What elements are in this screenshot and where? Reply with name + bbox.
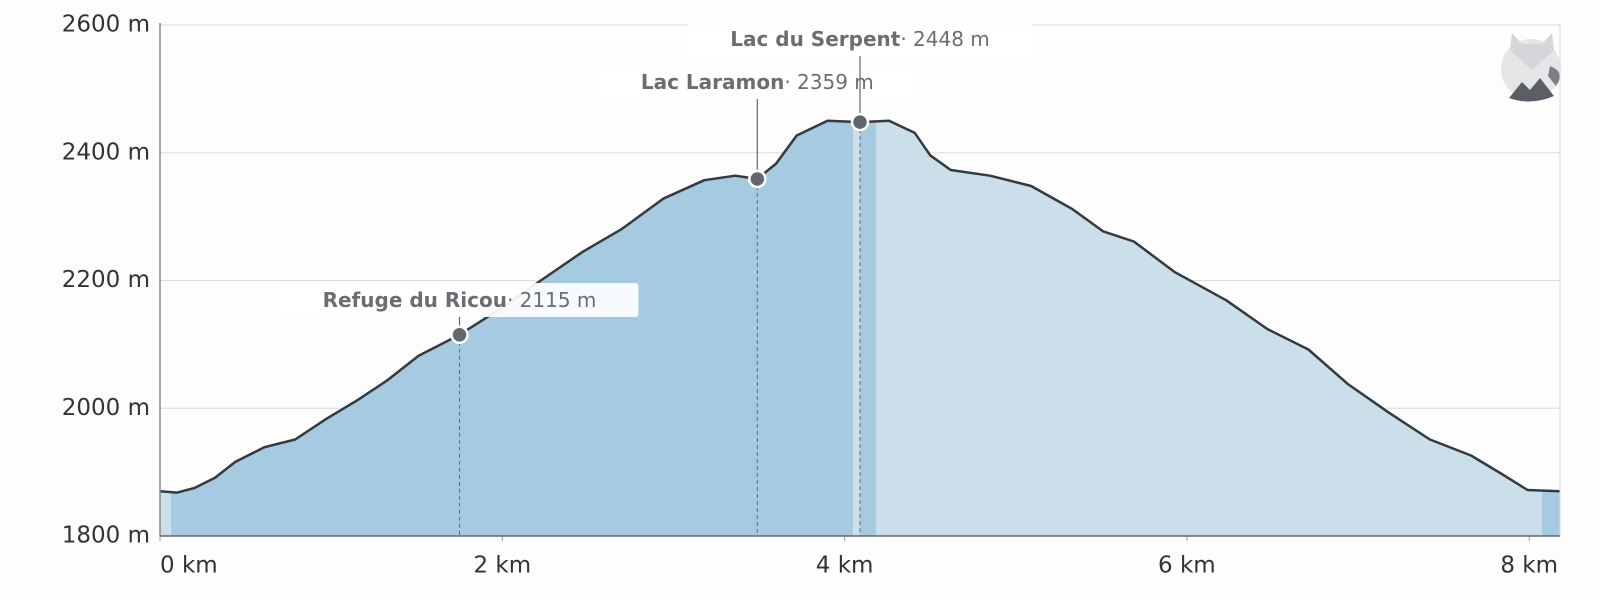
logo-fox: [1510, 33, 1554, 70]
highlight-band: [860, 120, 876, 536]
annotation-point: [850, 112, 870, 132]
y-tick-label: 2200 m: [62, 267, 150, 293]
elevation-line: [159, 119, 1561, 494]
logo-tail: [1548, 66, 1560, 86]
annotation-box: [688, 22, 1032, 56]
y-tick-label: 1800 m: [62, 523, 150, 549]
annotation-name: Lac Laramon: [641, 70, 784, 94]
annotation-box: [280, 283, 639, 317]
annotation-value: · 2359 m: [784, 70, 873, 94]
annotation-name: Refuge du Ricou: [323, 288, 507, 312]
x-tick-label: 0 km: [160, 553, 218, 579]
logo: [1501, 33, 1561, 102]
x-tick-label: 4 km: [816, 553, 874, 579]
x-tick-label: 6 km: [1158, 553, 1216, 579]
y-tick-label: 2000 m: [62, 395, 150, 421]
annotation-value: · 2115 m: [507, 288, 596, 312]
annotation-label: Lac Laramon· 2359 m: [641, 70, 874, 94]
annotation-point: [748, 169, 767, 189]
y-tick-label: 2600 m: [62, 12, 150, 38]
annotation-value: · 2448 m: [900, 27, 989, 51]
logo-mountain: [1509, 78, 1554, 102]
x-tick-label: 8 km: [1500, 553, 1558, 579]
annotation-name: Lac du Serpent: [730, 27, 901, 51]
annotation-label: Lac du Serpent· 2448 m: [730, 27, 990, 51]
annotation-box: [598, 65, 916, 99]
x-tick-label: 2 km: [473, 553, 531, 579]
annotation-point: [450, 325, 469, 345]
y-tick-label: 2400 m: [62, 139, 150, 165]
annotation-label: Refuge du Ricou· 2115 m: [323, 288, 597, 312]
